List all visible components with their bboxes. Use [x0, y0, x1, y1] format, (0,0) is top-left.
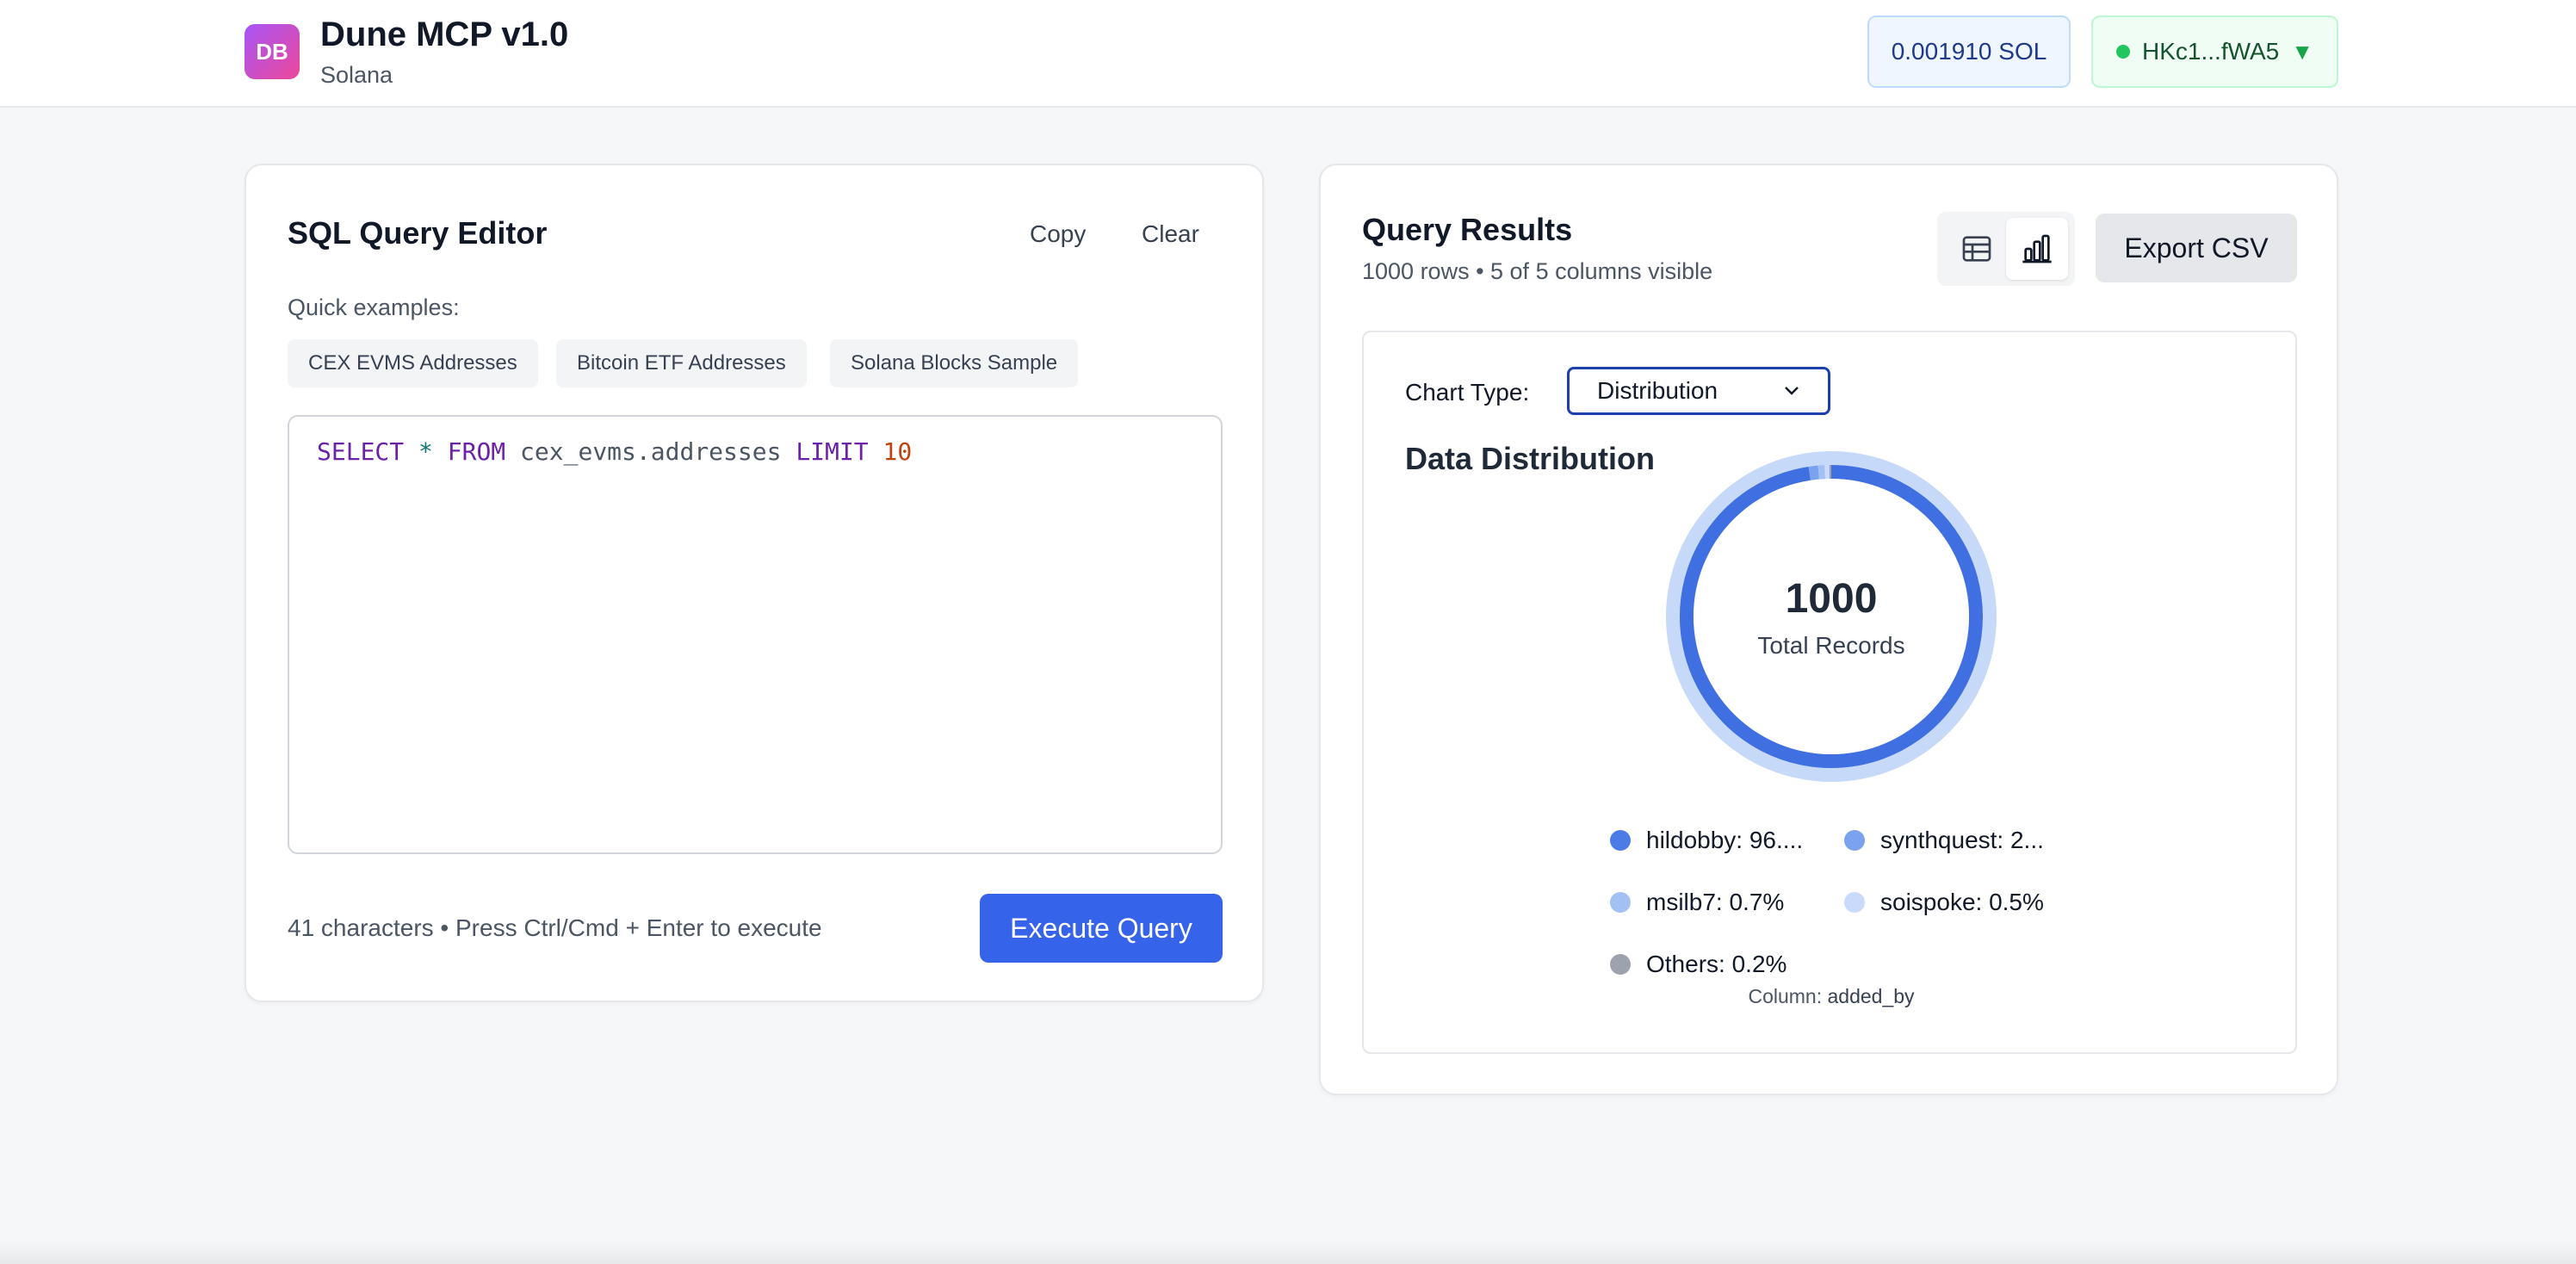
editor-title: SQL Query Editor — [288, 215, 548, 251]
chevron-down-icon: ▼ — [2291, 38, 2313, 65]
legend-color-swatch — [1844, 830, 1865, 851]
copy-button[interactable]: Copy — [1030, 220, 1087, 247]
legend-item-synthquest: synthquest: 2... — [1844, 827, 2044, 854]
wallet-address: HKc1...fWA5 — [2142, 38, 2280, 65]
legend-item-hildobby: hildobby: 96.... — [1610, 827, 1803, 854]
sol-balance-badge: 0.001910 SOL — [1867, 15, 2071, 88]
chart-type-select[interactable]: Distribution — [1567, 367, 1830, 415]
legend-label: soispoke: 0.5% — [1880, 889, 2044, 915]
chart-type-label: Chart Type: — [1405, 379, 1530, 406]
legend-label: synthquest: 2... — [1880, 827, 2044, 853]
total-records-value: 1000 — [1785, 576, 1878, 622]
donut-slice-0 — [1680, 465, 1983, 768]
chart-heading: Data Distribution — [1405, 441, 1656, 476]
legend-item-others: Others: 0.2% — [1610, 951, 1786, 978]
chart-type-value: Distribution — [1597, 377, 1718, 404]
sql-query-textarea[interactable]: SELECT * FROM cex_evms.addresses LIMIT 1… — [288, 415, 1223, 854]
network-label: Solana — [320, 62, 393, 88]
chart-column-note: Column: added_by — [1659, 985, 2003, 1008]
chart-panel: Chart Type: Distribution Data Distributi… — [1362, 331, 2297, 1054]
app-header: DB Dune MCP v1.0 Solana 0.001910 SOL HKc… — [0, 0, 2576, 108]
wallet-button[interactable]: HKc1...fWA5 ▼ — [2091, 15, 2338, 88]
distribution-donut-chart — [1666, 451, 1997, 782]
total-records-label: Total Records — [1757, 632, 1905, 659]
legend-label: msilb7: 0.7% — [1646, 889, 1785, 915]
example-chip-bitcoin-etf[interactable]: Bitcoin ETF Addresses — [556, 339, 807, 387]
status-dot-icon — [2116, 45, 2131, 59]
legend-label: hildobby: 96.... — [1646, 827, 1804, 853]
bar-chart-icon — [2022, 234, 2052, 263]
app-title: Dune MCP v1.0 — [320, 15, 569, 53]
sql-number: 10 — [882, 437, 913, 466]
legend-item-msilb7: msilb7: 0.7% — [1610, 889, 1784, 916]
app-logo: DB — [245, 24, 300, 79]
sql-editor-card: SQL Query Editor Copy Clear Quick exampl… — [245, 164, 1264, 1002]
bottom-edge-shadow — [0, 1240, 2576, 1264]
example-chip-solana-blocks[interactable]: Solana Blocks Sample — [830, 339, 1079, 387]
character-count: 41 characters • Press Ctrl/Cmd + Enter t… — [288, 914, 822, 941]
results-summary: 1000 rows • 5 of 5 columns visible — [1362, 258, 1713, 284]
sql-table-name: cex_evms.addresses — [520, 437, 782, 466]
clear-button[interactable]: Clear — [1142, 220, 1199, 247]
legend-color-swatch — [1610, 892, 1631, 913]
column-prefix: Column: — [1748, 985, 1828, 1007]
legend-item-soispoke: soispoke: 0.5% — [1844, 889, 2044, 916]
table-view-button[interactable] — [1946, 218, 2008, 280]
chevron-down-icon — [1785, 387, 1799, 395]
legend-color-swatch — [1844, 892, 1865, 913]
legend-color-swatch — [1610, 830, 1631, 851]
table-icon — [1962, 236, 1991, 262]
donut-hole — [1694, 479, 1969, 754]
sql-keyword: LIMIT — [796, 437, 869, 466]
chart-view-button[interactable] — [2006, 218, 2068, 280]
example-chip-cex-evms[interactable]: CEX EVMS Addresses — [288, 339, 538, 387]
legend-color-swatch — [1610, 954, 1631, 975]
donut-slice-1 — [1808, 465, 1819, 480]
execute-query-button[interactable]: Execute Query — [980, 894, 1223, 963]
results-title: Query Results — [1362, 212, 1573, 247]
sql-keyword: SELECT — [317, 437, 405, 466]
query-results-card: Query Results 1000 rows • 5 of 5 columns… — [1319, 164, 2338, 1095]
column-name: added_by — [1827, 985, 1915, 1007]
sql-keyword: FROM — [447, 437, 506, 466]
export-csv-button[interactable]: Export CSV — [2096, 214, 2297, 282]
quick-examples-label: Quick examples: — [288, 294, 460, 320]
view-toggle — [1937, 212, 2075, 286]
legend-label: Others: 0.2% — [1646, 951, 1787, 977]
sql-operator: * — [418, 437, 433, 466]
